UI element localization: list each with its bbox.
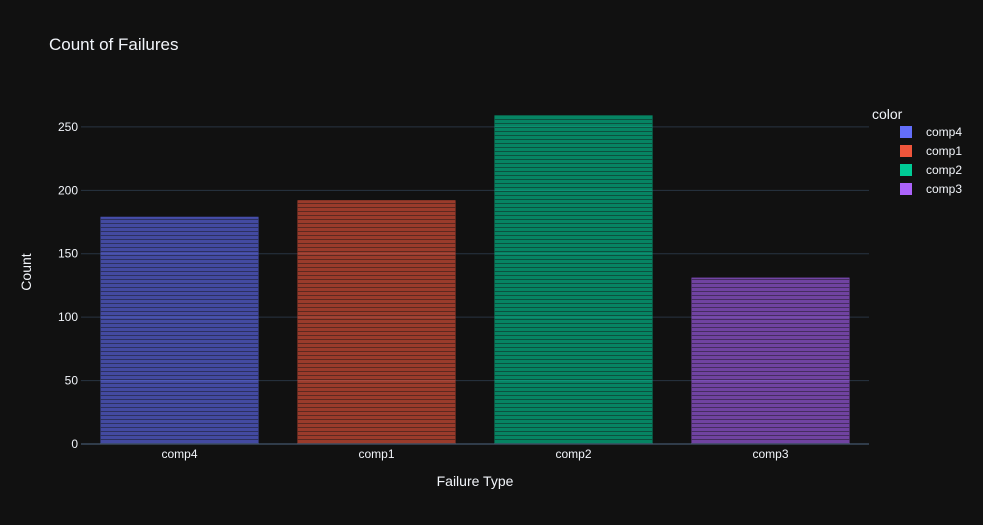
y-tick-label: 0 (71, 437, 78, 451)
legend-title: color (872, 106, 903, 122)
x-tick-label: comp4 (161, 447, 197, 461)
bar-comp2[interactable] (494, 115, 653, 445)
y-axis-title: Count (18, 253, 34, 290)
legend[interactable]: color comp4 comp1 comp2 comp3 (872, 106, 962, 196)
legend-item-comp1[interactable]: comp1 (900, 144, 962, 158)
x-tick-label: comp1 (358, 447, 394, 461)
x-tick-labels: comp4 comp1 comp2 comp3 (161, 447, 788, 461)
x-tick-label: comp2 (555, 447, 591, 461)
y-tick-label: 150 (58, 247, 78, 261)
bar-comp4[interactable] (100, 216, 259, 445)
bar-comp1[interactable] (297, 200, 456, 445)
legend-item-comp2[interactable]: comp2 (900, 163, 962, 177)
y-tick-label: 100 (58, 310, 78, 324)
legend-label: comp1 (926, 144, 962, 158)
bar-comp3[interactable] (691, 277, 850, 445)
legend-swatch (900, 183, 912, 195)
legend-label: comp3 (926, 182, 962, 196)
chart-title: Count of Failures (49, 35, 178, 54)
legend-swatch (900, 126, 912, 138)
x-tick-label: comp3 (752, 447, 788, 461)
x-axis-title: Failure Type (437, 473, 514, 489)
y-tick-labels: 0 50 100 150 200 250 (58, 120, 78, 451)
bars-group (100, 115, 850, 445)
y-tick-label: 250 (58, 120, 78, 134)
legend-swatch (900, 145, 912, 157)
legend-label: comp2 (926, 163, 962, 177)
legend-label: comp4 (926, 125, 962, 139)
y-tick-label: 50 (65, 374, 79, 388)
legend-item-comp3[interactable]: comp3 (900, 182, 962, 196)
legend-item-comp4[interactable]: comp4 (900, 125, 962, 139)
y-tick-label: 200 (58, 183, 78, 197)
legend-swatch (900, 164, 912, 176)
